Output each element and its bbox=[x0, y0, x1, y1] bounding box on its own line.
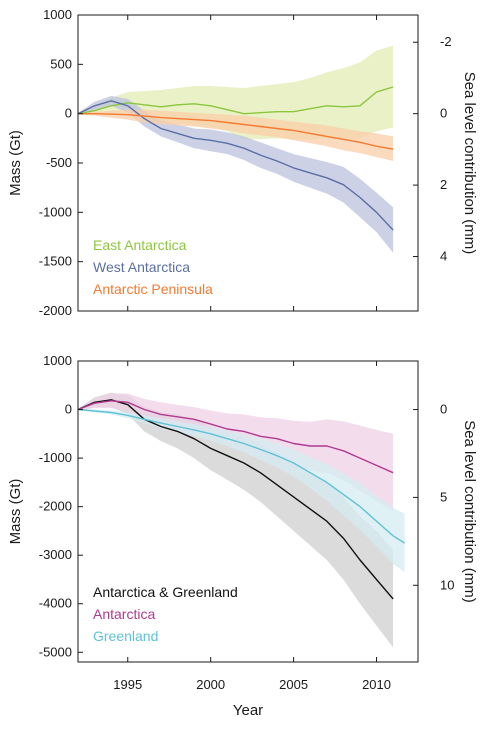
top-panel: 1000 500 0 -500 -1000 -1500 -2000 -2 0 2 4 Mass (Gt… bbox=[7, 7, 478, 318]
legend-entry: Antarctic Peninsula bbox=[93, 281, 213, 297]
y-tick-label: 0 bbox=[65, 106, 72, 121]
right-tick-label: -2 bbox=[440, 34, 452, 49]
right-tick-label: 10 bbox=[440, 577, 454, 592]
y-tick-label: -1500 bbox=[39, 254, 72, 269]
right-axis-title: Sea level contribution (mm) bbox=[461, 420, 478, 603]
right-tick-label: 0 bbox=[440, 402, 447, 417]
series-line-1 bbox=[77, 400, 394, 474]
legend-entry: West Antarctica bbox=[93, 259, 190, 275]
x-tick-label: 2010 bbox=[362, 677, 391, 692]
legend-entry: Antarctica bbox=[93, 606, 155, 622]
legend-entry: Greenland bbox=[93, 628, 158, 644]
y-axis-title: Mass (Gt) bbox=[7, 130, 24, 196]
y-tick-label: 0 bbox=[65, 402, 72, 417]
right-tick-label: 4 bbox=[440, 249, 447, 264]
right-tick-label: 0 bbox=[440, 106, 447, 121]
x-axis-title: Year bbox=[233, 702, 263, 719]
x-tick-label: 1995 bbox=[113, 677, 142, 692]
right-tick-label: 2 bbox=[440, 177, 447, 192]
uncertainty-band-1 bbox=[78, 95, 394, 253]
legend-entry: Antarctica & Greenland bbox=[93, 584, 238, 600]
series-line-1 bbox=[77, 100, 394, 231]
series-line-0 bbox=[77, 86, 394, 115]
y-tick-label: -4000 bbox=[39, 596, 72, 611]
uncertainty-band-2 bbox=[78, 409, 405, 573]
y-tick-label: -3000 bbox=[39, 547, 72, 562]
uncertainty-band-2 bbox=[78, 109, 394, 161]
x-tick-label: 2005 bbox=[279, 677, 308, 692]
x-tick-label: 2000 bbox=[196, 677, 225, 692]
y-tick-label: -5000 bbox=[39, 644, 72, 659]
y-tick-label: -2000 bbox=[39, 303, 72, 318]
y-tick-label: -2000 bbox=[39, 499, 72, 514]
plot-frame bbox=[77, 360, 419, 663]
y-tick-label: -1000 bbox=[39, 204, 72, 219]
series-line-2 bbox=[78, 112, 394, 150]
y-tick-label: -500 bbox=[46, 155, 72, 170]
y-axis-title: Mass (Gt) bbox=[7, 479, 24, 545]
legend-entry: East Antarctica bbox=[93, 237, 187, 253]
y-tick-label: 1000 bbox=[43, 353, 72, 368]
y-tick-label: 1000 bbox=[43, 7, 72, 22]
y-tick-label: -1000 bbox=[39, 450, 72, 465]
right-tick-label: 5 bbox=[440, 489, 447, 504]
series-line-0 bbox=[77, 399, 394, 600]
bottom-panel: 1000 0 -1000 -2000 -3000 -4000 -5000 0 5 10 1995 20… bbox=[7, 353, 478, 719]
series-line-2 bbox=[77, 408, 406, 544]
right-axis-title: Sea level contribution (mm) bbox=[461, 72, 478, 255]
y-tick-label: 500 bbox=[50, 56, 72, 71]
